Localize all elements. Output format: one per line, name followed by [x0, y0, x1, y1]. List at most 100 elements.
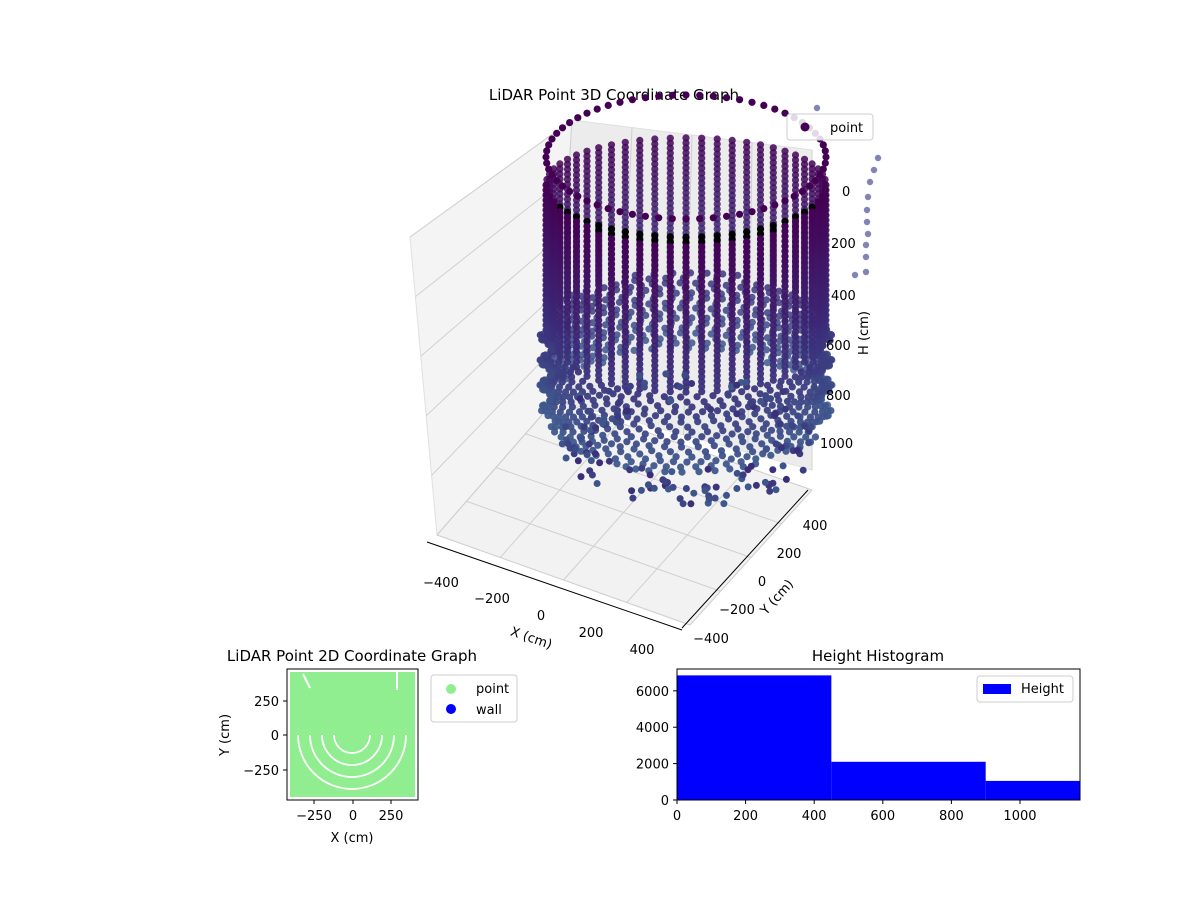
point-3d [762, 392, 769, 399]
point-3d [559, 183, 566, 190]
point-3d [778, 444, 785, 451]
point-3d [688, 380, 695, 387]
point-3d [647, 397, 654, 404]
point-3d [638, 465, 645, 472]
x-tick: −250 [296, 809, 332, 824]
point-3d [616, 99, 623, 106]
point-3d [671, 408, 678, 415]
point-3d [747, 400, 754, 407]
point-3d [812, 177, 819, 184]
x-ticks-histogram: 0 200 400 600 800 1000 [673, 800, 1037, 824]
point-3d [760, 102, 767, 109]
point-3d [771, 106, 778, 113]
point-3d [709, 392, 716, 399]
point-3d [757, 380, 764, 387]
point-3d [695, 468, 702, 475]
point-3d [651, 485, 658, 492]
point-3d [629, 495, 636, 502]
legend-label-point: point [476, 682, 509, 697]
point-3d [577, 395, 584, 402]
x-tick: 200 [579, 626, 604, 641]
point-3d [719, 402, 726, 409]
point-3d [770, 377, 777, 384]
point-3d [822, 153, 829, 160]
point-3d [863, 242, 869, 248]
point-3d [745, 466, 752, 473]
point-3d [655, 214, 662, 221]
point-3d [723, 492, 730, 499]
point-3d [760, 205, 767, 212]
x-tick: 0 [537, 609, 545, 624]
z-tick: 800 [826, 389, 851, 404]
point-3d [682, 215, 689, 222]
point-3d [657, 407, 664, 414]
legend-marker-point [801, 123, 810, 132]
point-3d [586, 441, 593, 448]
point-3d [636, 450, 643, 457]
x-tick: 800 [939, 809, 964, 824]
point-3d [567, 369, 574, 376]
point-3d [627, 383, 634, 390]
point-3d [736, 211, 743, 218]
point-3d [539, 336, 546, 343]
y-tick: −250 [243, 764, 279, 779]
point-3d [645, 481, 652, 488]
point-3d [726, 465, 733, 472]
point-3d [794, 447, 801, 454]
point-3d [596, 392, 603, 399]
point-3d [687, 500, 694, 507]
y-tick: 400 [803, 519, 828, 534]
point-3d [559, 124, 566, 131]
point-3d [617, 448, 624, 455]
point-3d [566, 119, 573, 126]
chart-2d-title: LiDAR Point 2D Coordinate Graph [227, 647, 477, 665]
point-3d [852, 272, 858, 278]
y-tick: 2000 [636, 758, 669, 773]
point-3d [682, 372, 689, 379]
point-3d [596, 459, 603, 466]
point-3d [814, 413, 821, 420]
histogram-bar [986, 781, 1080, 800]
point-3d [552, 418, 559, 425]
point-3d [734, 470, 741, 477]
x-tick: −200 [474, 592, 510, 607]
point-3d [753, 482, 760, 489]
point-3d [608, 380, 615, 387]
point-3d [594, 201, 601, 208]
point-3d [805, 439, 812, 446]
point-3d [682, 91, 689, 98]
point-3d [711, 442, 718, 449]
point-3d [796, 429, 803, 436]
point-3d [699, 408, 706, 415]
point-3d [680, 500, 687, 507]
y-tick: 200 [777, 547, 802, 562]
point-3d [782, 406, 789, 413]
point-3d [542, 351, 549, 358]
point-3d [540, 386, 547, 393]
point-3d [608, 440, 615, 447]
point-3d [603, 400, 610, 407]
point-3d [807, 423, 814, 430]
point-3d [592, 424, 599, 431]
point-3d [694, 393, 701, 400]
point-3d [581, 423, 588, 430]
point-3d [668, 468, 675, 475]
point-3d [735, 400, 742, 407]
point-3d [605, 102, 612, 109]
point-3d [661, 443, 668, 450]
point-3d [657, 457, 664, 464]
legend-marker-point [446, 684, 456, 694]
point-3d [671, 433, 678, 440]
point-3d [766, 488, 773, 495]
point-3d [864, 207, 870, 213]
point-3d [562, 423, 569, 430]
point-3d [713, 484, 720, 491]
point-3d [630, 445, 637, 452]
point-3d [662, 478, 669, 485]
point-3d [805, 369, 812, 376]
point-3d [641, 384, 648, 391]
point-3d [640, 435, 647, 442]
point-3d [667, 448, 674, 455]
point-3d [670, 458, 677, 465]
point-3d [719, 452, 726, 459]
